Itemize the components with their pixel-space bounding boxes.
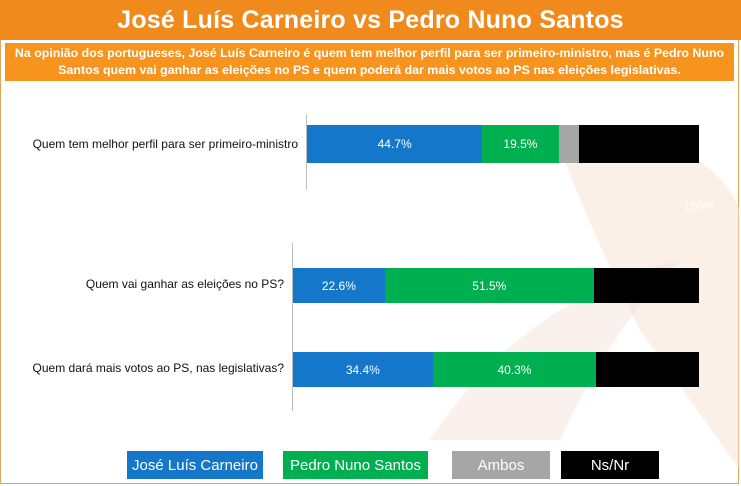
- bar-segment-ns-nr: [596, 352, 699, 387]
- title-bar: José Luís Carneiro vs Pedro Nuno Santos: [0, 0, 741, 40]
- ghost-tick-label: 100%: [684, 199, 715, 213]
- category-label: Quem dará mais votos ao PS, nas legislat…: [32, 361, 284, 375]
- bar-segment-ns-nr: [579, 125, 699, 163]
- bar-segment-jose-luis-carneiro: 44.7%: [307, 125, 483, 163]
- subtitle-text: Na opinião dos portugueses, José Luís Ca…: [14, 46, 725, 77]
- legend-item-jose-luis-carneiro: José Luís Carneiro: [127, 451, 263, 479]
- axis-line-group-1: [306, 114, 307, 190]
- category-label: Quem vai ganhar as eleições no PS?: [85, 277, 284, 291]
- axis-line-group-2: [292, 243, 293, 411]
- legend-item-ns-nr: Ns/Nr: [561, 451, 659, 479]
- legend-item-ambos: Ambos: [452, 451, 550, 479]
- legend-label: José Luís Carneiro: [132, 456, 258, 474]
- page-title: José Luís Carneiro vs Pedro Nuno Santos: [117, 5, 624, 34]
- bar-segment-jose-luis-carneiro: 22.6%: [293, 268, 385, 303]
- data-label: 22.6%: [321, 278, 356, 293]
- legend-label: Pedro Nuno Santos: [290, 456, 421, 474]
- data-label: 19.5%: [503, 137, 538, 151]
- bar-segment-jose-luis-carneiro: 34.4%: [293, 352, 433, 387]
- legend-label: Ns/Nr: [590, 456, 630, 474]
- bar-segment-ns-nr: [593, 268, 699, 303]
- bar-segment-pedro-nuno-santos: 51.5%: [384, 268, 594, 303]
- data-label: 44.7%: [377, 137, 412, 151]
- legend-label: Ambos: [477, 456, 525, 474]
- bar-segment-pedro-nuno-santos: 19.5%: [482, 125, 559, 163]
- bar-segment-pedro-nuno-santos: 40.3%: [432, 352, 597, 387]
- subtitle-box: Na opinião dos portugueses, José Luís Ca…: [5, 43, 734, 81]
- data-label: 34.4%: [345, 362, 380, 377]
- category-label: Quem tem melhor perfil para ser primeiro…: [32, 137, 298, 151]
- data-label: 51.5%: [472, 278, 507, 293]
- data-label: 40.3%: [497, 362, 532, 377]
- legend-item-pedro-nuno-santos: Pedro Nuno Santos: [283, 451, 428, 479]
- bar-segment-ambos: [558, 125, 580, 163]
